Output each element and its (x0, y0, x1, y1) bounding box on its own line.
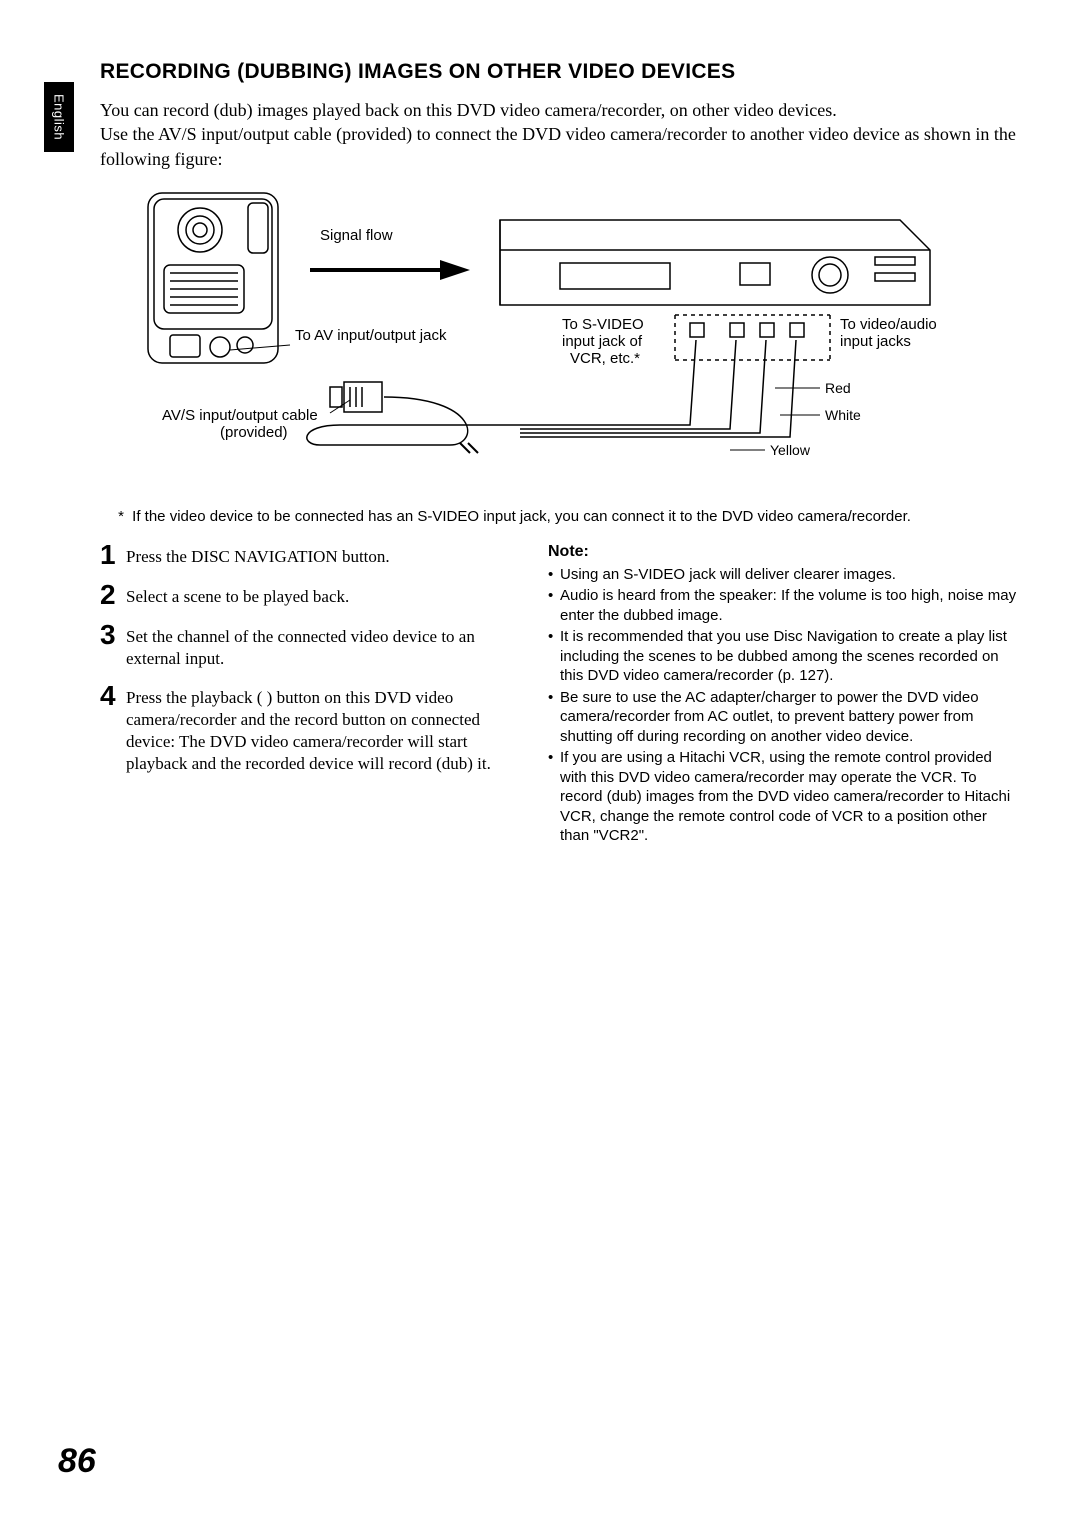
cable-label-1: AV/S input/output cable (162, 407, 318, 424)
step-text: Select a scene to be played back. (126, 583, 349, 609)
step-text: Press the playback ( ) button on this DV… (126, 684, 520, 775)
connection-diagram: Signal flow To AV input/output jack (130, 185, 1020, 500)
step-1: 1 Press the DISC NAVIGATION button. (100, 543, 520, 569)
content-columns: 1 Press the DISC NAVIGATION button. 2 Se… (100, 543, 1020, 848)
cable-lines (307, 340, 796, 453)
svideo-label-2: input jack of (562, 333, 643, 350)
svideo-label-3: VCR, etc.* (570, 350, 640, 367)
yellow-label: Yellow (770, 442, 811, 458)
note-item: Be sure to use the AC adapter/charger to… (548, 688, 1018, 747)
va-label-1: To video/audio (840, 316, 937, 333)
intro-p1: You can record (dub) images played back … (100, 98, 1020, 122)
camcorder-icon (148, 193, 278, 363)
step-4: 4 Press the playback ( ) button on this … (100, 684, 520, 775)
notes-column: Note: Using an S-VIDEO jack will deliver… (548, 543, 1018, 848)
step-2: 2 Select a scene to be played back. (100, 583, 520, 609)
intro-text: You can record (dub) images played back … (100, 98, 1020, 171)
cable-label-2: (provided) (220, 424, 288, 441)
steps-column: 1 Press the DISC NAVIGATION button. 2 Se… (100, 543, 520, 848)
note-item: It is recommended that you use Disc Navi… (548, 627, 1018, 686)
note-item: Using an S-VIDEO jack will deliver clear… (548, 565, 1018, 585)
step-3: 3 Set the channel of the connected video… (100, 623, 520, 670)
step-text: Press the DISC NAVIGATION button. (126, 543, 390, 569)
step-number: 2 (100, 581, 126, 609)
note-title: Note: (548, 543, 1018, 561)
note-item: If you are using a Hitachi VCR, using th… (548, 748, 1018, 846)
red-label: Red (825, 380, 851, 396)
language-tab: English (44, 82, 74, 152)
white-label: White (825, 407, 861, 423)
step-number: 1 (100, 541, 126, 569)
intro-p2: Use the AV/S input/output cable (provide… (100, 122, 1020, 171)
va-label-2: input jacks (840, 333, 911, 350)
av-jack-label: To AV input/output jack (295, 327, 447, 344)
page-title: RECORDING (DUBBING) IMAGES ON OTHER VIDE… (100, 60, 1020, 84)
page-number: 86 (58, 1442, 96, 1481)
manual-page: English RECORDING (DUBBING) IMAGES ON OT… (0, 0, 1080, 1529)
step-number: 4 (100, 682, 126, 775)
language-label: English (52, 94, 67, 140)
step-text: Set the channel of the connected video d… (126, 623, 520, 670)
note-list: Using an S-VIDEO jack will deliver clear… (548, 565, 1018, 846)
note-item: Audio is heard from the speaker: If the … (548, 586, 1018, 625)
svideo-label-1: To S-VIDEO (562, 316, 644, 333)
step-number: 3 (100, 621, 126, 670)
footnote-star: * (106, 508, 124, 525)
footnote-text: If the video device to be connected has … (132, 508, 1002, 525)
signal-flow-label: Signal flow (320, 227, 393, 244)
footnote: * If the video device to be connected ha… (106, 508, 1020, 525)
